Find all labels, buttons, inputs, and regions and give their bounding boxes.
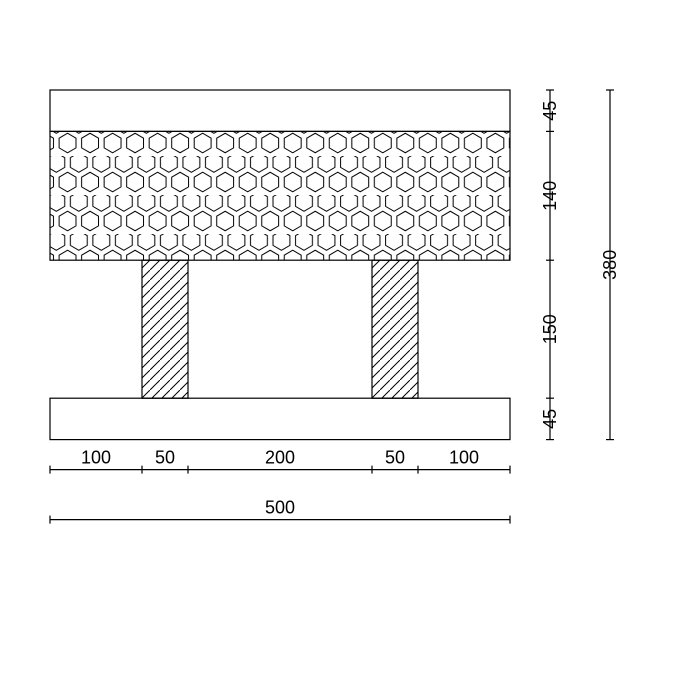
honeycomb-band bbox=[50, 131, 510, 260]
top-slab bbox=[50, 90, 510, 131]
technical-drawing: 45 140 150 45 380 100 50 200 50 100 500 bbox=[0, 0, 675, 675]
dim-h-seg-3: 50 bbox=[385, 448, 405, 468]
right-column bbox=[372, 260, 418, 398]
dim-v-seg-2: 150 bbox=[540, 314, 560, 344]
dim-h-seg-1: 50 bbox=[155, 448, 175, 468]
dim-h-seg-4: 100 bbox=[449, 448, 479, 468]
dim-v-total: 380 bbox=[600, 250, 620, 280]
dim-v-seg-1: 140 bbox=[540, 181, 560, 211]
dim-v-seg-0: 45 bbox=[540, 101, 560, 121]
dim-h-total: 500 bbox=[265, 498, 295, 518]
dim-h-seg-0: 100 bbox=[81, 448, 111, 468]
dim-v-seg-3: 45 bbox=[540, 409, 560, 429]
bottom-slab bbox=[50, 398, 510, 439]
left-column bbox=[142, 260, 188, 398]
dim-h-seg-2: 200 bbox=[265, 448, 295, 468]
